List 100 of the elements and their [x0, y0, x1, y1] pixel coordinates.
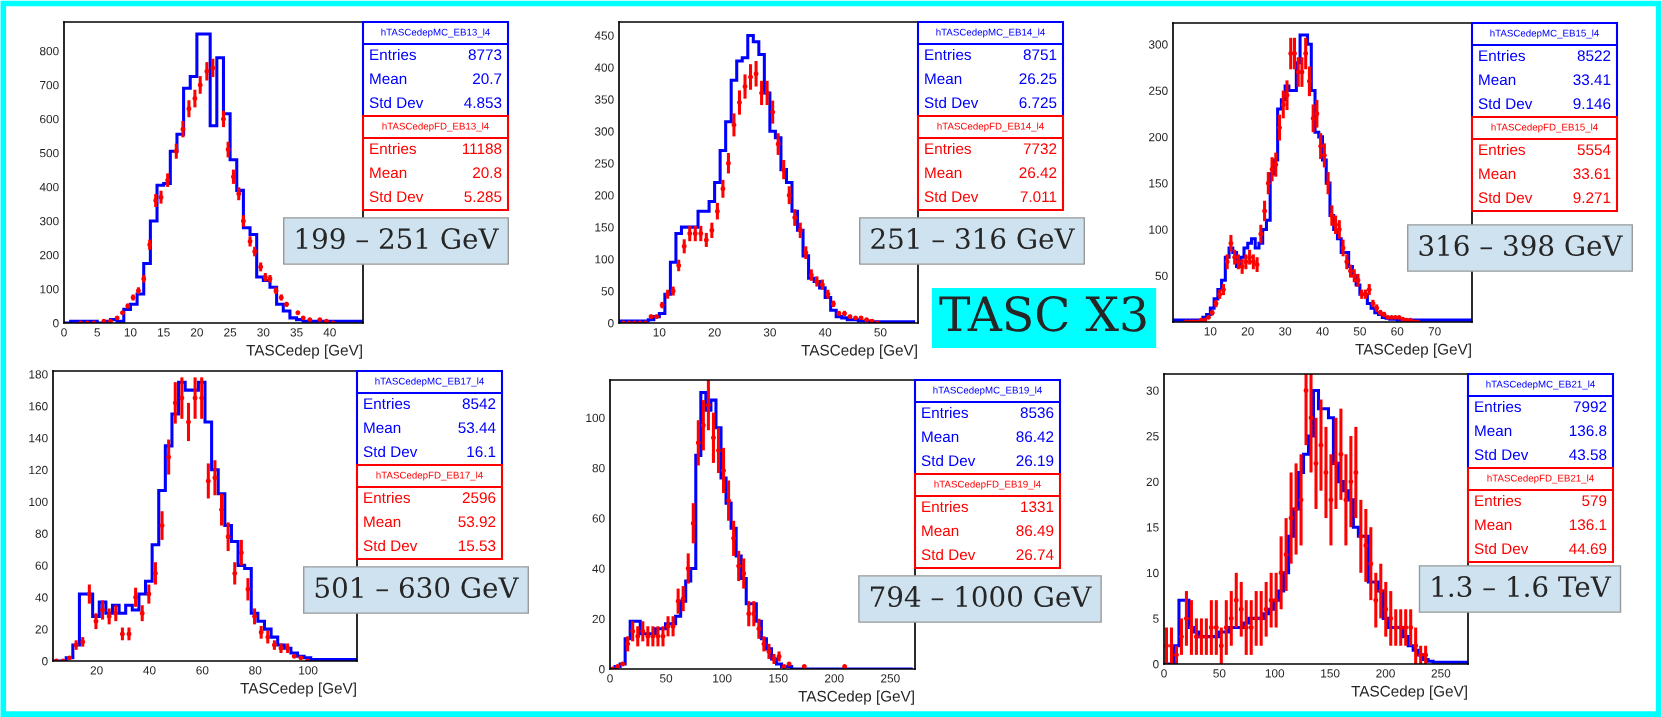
x-tick-label: 40	[143, 666, 156, 675]
text: hTASCedepMC_EB15_l4	[1490, 29, 1599, 39]
y-tick-label: 60	[35, 561, 48, 570]
y-tick-label: 100	[586, 413, 605, 423]
text: hTASCedepMC_EB13_l4	[381, 28, 490, 38]
text: Entries 7732	[925, 142, 1057, 155]
x-axis-title: TASCedep [GeV]	[798, 690, 914, 705]
y-tick-label: 120	[29, 465, 48, 475]
text: Mean 86.49	[922, 525, 1054, 537]
y-tick-label: 140	[29, 433, 48, 443]
text: hTASCedepFD_EB13_l4	[382, 122, 489, 132]
text: hTASCedepFD_EB19_l4	[934, 480, 1041, 490]
x-tick-label: 50	[659, 674, 673, 683]
text: Entries 8536	[922, 406, 1054, 419]
text: Entries 8773	[370, 48, 502, 61]
x-tick-label: 250	[881, 674, 900, 683]
text: hTASCedepFD_EB15_l4	[1491, 123, 1598, 133]
annotation: 501 – 630 GeV	[315, 577, 519, 599]
x-tick-label: 100	[713, 674, 732, 683]
text: Std Dev 26.19	[921, 454, 1054, 467]
x-tick-label: 5	[94, 328, 101, 337]
y-tick-label: 100	[40, 285, 59, 294]
text: Entries 579	[1475, 494, 1607, 507]
x-tick-label: 40	[818, 328, 832, 337]
x-tick-label: 200	[825, 674, 844, 683]
y-tick-label: 50	[1155, 271, 1168, 281]
x-tick-label: 40	[323, 328, 336, 337]
y-tick-label: 450	[594, 31, 614, 40]
text: Entries 7992	[1475, 400, 1607, 413]
x-tick-label: 30	[763, 328, 776, 337]
y-tick-label: 0	[1153, 660, 1159, 669]
x-tick-label: 10	[124, 328, 137, 337]
annotation: 199 – 251 GeV	[296, 228, 499, 250]
text: hTASCedepFD_EB14_l4	[937, 122, 1044, 132]
x-tick-label: 50	[874, 328, 887, 337]
text: Mean 20.8	[370, 167, 502, 179]
y-tick-label: 80	[35, 529, 48, 538]
x-axis-title: TASCedep [GeV]	[1355, 343, 1471, 358]
x-tick-label: 15	[158, 328, 170, 337]
y-tick-label: 80	[592, 463, 605, 473]
x-tick-label: 100	[299, 666, 318, 675]
y-tick-label: 40	[35, 593, 48, 602]
x-tick-label: 100	[1265, 669, 1285, 678]
y-tick-label: 350	[594, 95, 614, 104]
text: Mean 53.44	[364, 422, 496, 434]
y-tick-label: 0	[42, 657, 48, 666]
x-tick-label: 50	[1213, 669, 1226, 678]
y-tick-label: 160	[29, 402, 48, 411]
x-tick-label: 20	[708, 328, 721, 337]
y-tick-label: 15	[1146, 523, 1159, 532]
x-tick-label: 50	[1353, 327, 1366, 336]
text: Mean 86.42	[922, 431, 1054, 443]
y-tick-label: 30	[1146, 386, 1159, 395]
text: Std Dev 6.725	[924, 96, 1057, 109]
y-tick-label: 200	[595, 191, 614, 200]
annotation: 316 – 398 GeV	[1419, 235, 1623, 257]
x-tick-label: 20	[1241, 327, 1254, 336]
y-tick-label: 400	[39, 182, 59, 192]
text: Std Dev 44.69	[1474, 542, 1607, 555]
y-tick-label: 300	[1148, 40, 1168, 49]
x-tick-label: 35	[290, 328, 303, 337]
annotation: 1.3 – 1.6 TeV	[1432, 576, 1612, 598]
text: Mean 20.7	[370, 73, 502, 85]
text: Entries 11188	[370, 142, 502, 155]
annotation: 251 – 316 GeV	[871, 228, 1075, 250]
text: hTASCedepFD_EB21_l4	[1487, 474, 1594, 484]
text: Mean 136.8	[1475, 425, 1607, 437]
y-tick-label: 700	[40, 80, 59, 90]
y-tick-label: 100	[29, 497, 48, 507]
text: Std Dev 5.285	[369, 190, 502, 203]
y-tick-label: 0	[53, 319, 59, 328]
x-tick-label: 30	[257, 328, 270, 337]
text: Mean 33.41	[1479, 74, 1611, 86]
text: hTASCedepFD_EB17_l4	[376, 471, 483, 481]
y-tick-label: 20	[35, 625, 48, 634]
x-tick-label: 20	[90, 666, 103, 675]
text: Entries 8522	[1479, 49, 1611, 62]
y-tick-label: 500	[39, 148, 59, 158]
y-tick-label: 800	[39, 46, 59, 56]
x-tick-label: 80	[249, 666, 262, 675]
y-tick-label: 250	[595, 159, 614, 168]
text: Std Dev 4.853	[369, 96, 502, 109]
text: Entries 1331	[922, 500, 1054, 513]
x-tick-label: 30	[1279, 327, 1292, 336]
annotation: 794 – 1000 GeV	[870, 586, 1092, 608]
x-tick-label: 40	[1316, 327, 1329, 336]
x-axis-title: TASCedep [GeV]	[1351, 685, 1467, 700]
text: TASC X3	[939, 295, 1146, 332]
text: Std Dev 9.271	[1478, 191, 1611, 204]
x-axis-title: TASCedep [GeV]	[240, 682, 356, 697]
text: Std Dev 16.1	[363, 445, 496, 458]
y-tick-label: 100	[595, 255, 614, 264]
x-tick-label: 0	[61, 328, 67, 337]
y-tick-label: 180	[29, 370, 48, 379]
text: hTASCedepMC_EB14_l4	[936, 28, 1045, 38]
text: Std Dev 26.74	[921, 548, 1054, 561]
text: Mean 136.1	[1475, 519, 1607, 531]
text: Entries 2596	[364, 491, 496, 504]
text: Mean 33.61	[1479, 168, 1611, 180]
y-tick-label: 100	[1149, 225, 1168, 234]
